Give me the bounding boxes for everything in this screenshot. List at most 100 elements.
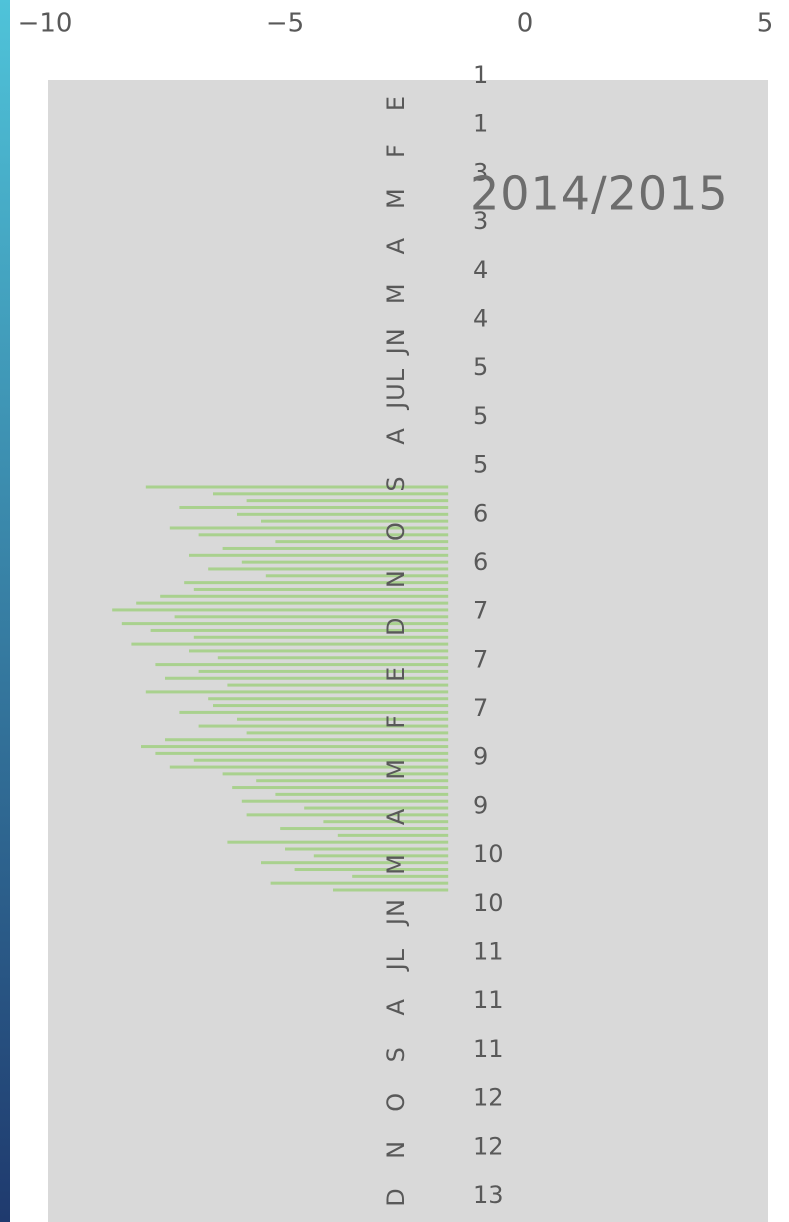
bar (352, 874, 449, 878)
bar (189, 553, 449, 557)
category-label: N (382, 1140, 410, 1159)
category-label: S (382, 1046, 410, 1062)
bar (227, 840, 449, 844)
category-number: 7 (473, 645, 488, 673)
bar (280, 827, 449, 831)
bar (155, 751, 449, 755)
x-tick-label: 5 (757, 9, 774, 39)
bar (265, 574, 449, 578)
bar (261, 519, 449, 523)
chart-title: 2014/2015 (470, 167, 729, 221)
bar (121, 622, 449, 626)
bar (285, 847, 449, 851)
bar (313, 854, 449, 858)
category-label: JN (382, 327, 410, 356)
category-number: 3 (473, 207, 488, 235)
bar (193, 635, 449, 639)
category-label: D (382, 1187, 410, 1206)
category-number: 10 (473, 840, 504, 868)
category-number: 1 (473, 110, 488, 138)
bar (337, 833, 449, 837)
category-label: A (382, 808, 410, 825)
category-label: M (382, 282, 410, 304)
category-number: 11 (473, 986, 504, 1014)
bar (165, 676, 449, 680)
bar (155, 663, 449, 667)
category-label: D (382, 616, 410, 635)
category-label: O (382, 1092, 410, 1112)
bar (261, 861, 449, 865)
bar (150, 628, 449, 632)
bar (294, 868, 449, 872)
category-label: JL (382, 948, 410, 972)
category-number: 4 (473, 256, 488, 284)
category-label: S (382, 475, 410, 491)
category-number: 9 (473, 743, 488, 771)
bar (145, 485, 449, 489)
bar (246, 731, 449, 735)
category-number: 4 (473, 304, 488, 332)
bar (198, 669, 449, 673)
category-label: A (382, 237, 410, 254)
bar (256, 779, 449, 783)
category-number: 6 (473, 548, 488, 576)
bar (131, 642, 449, 646)
bar (193, 758, 449, 762)
category-label: A (382, 998, 410, 1015)
bar (246, 499, 449, 503)
category-number: 6 (473, 499, 488, 527)
bar (141, 745, 449, 749)
bar (208, 567, 449, 571)
bar (169, 526, 449, 530)
bar (270, 881, 449, 885)
category-label: JN (382, 898, 410, 927)
bar (189, 649, 449, 653)
bars (112, 485, 449, 892)
category-number: 5 (473, 451, 488, 479)
category-label: M (382, 758, 410, 780)
bar (213, 492, 449, 496)
bar (193, 587, 449, 591)
category-label: F (382, 714, 410, 729)
category-label: E (382, 666, 410, 682)
bar (208, 697, 449, 701)
bar (179, 505, 449, 509)
category-number: 5 (473, 353, 488, 381)
category-number: 12 (473, 1084, 504, 1112)
category-label: E (382, 95, 410, 111)
bar (241, 560, 449, 564)
bar (222, 772, 449, 776)
bar (241, 799, 449, 803)
category-label: JUL (382, 368, 410, 411)
edge-stripe (0, 0, 10, 1222)
bar (275, 540, 449, 544)
category-number: 3 (473, 158, 488, 186)
bar (227, 683, 449, 687)
bar (323, 820, 449, 824)
category-number: 11 (473, 938, 504, 966)
bar (160, 594, 449, 598)
bar (246, 813, 449, 817)
bar (333, 888, 449, 892)
category-label: M (382, 187, 410, 209)
bar (237, 717, 449, 721)
bar (184, 581, 449, 585)
bar (232, 786, 449, 790)
labels: −10 −5 0 5EFMAMJNJULASONDEFMAMJNJLASOND1133… (18, 9, 774, 1210)
bar (222, 546, 449, 550)
category-label: A (382, 427, 410, 444)
bar (217, 656, 449, 660)
category-number: 11 (473, 1035, 504, 1063)
x-tick-label: −5 (266, 9, 304, 39)
bar (169, 765, 449, 769)
x-tick-label: −10 (18, 9, 73, 39)
category-label: M (382, 853, 410, 875)
category-number: 9 (473, 791, 488, 819)
category-number: 7 (473, 597, 488, 625)
bar (237, 512, 449, 516)
bar (112, 608, 449, 612)
category-number: 13 (473, 1181, 504, 1209)
bar (165, 738, 449, 742)
category-label: N (382, 569, 410, 588)
